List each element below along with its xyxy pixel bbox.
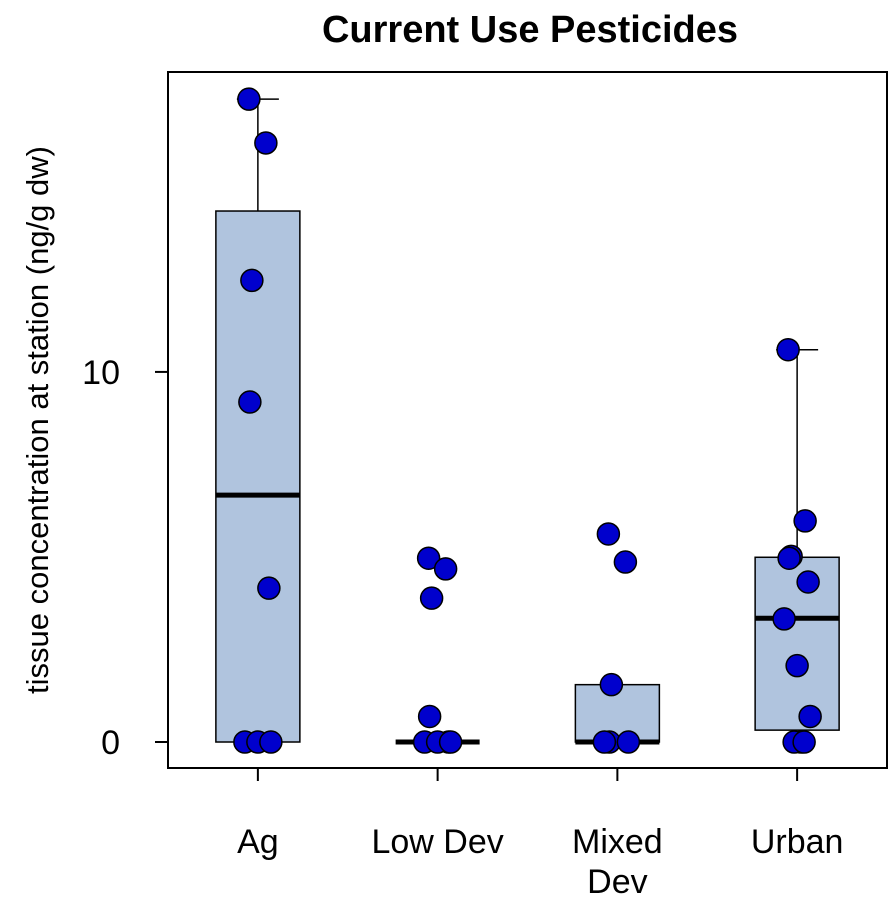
box <box>215 210 301 743</box>
point <box>238 390 262 414</box>
x-tick-label: Mixed Dev <box>572 823 663 901</box>
point <box>237 87 261 111</box>
point <box>433 557 458 581</box>
point <box>793 509 817 533</box>
y-tick-label: 0 <box>101 724 120 762</box>
point <box>796 570 820 594</box>
point <box>777 546 801 570</box>
point <box>792 730 816 754</box>
point <box>240 268 264 293</box>
y-axis-label: tissue concentration at station (ng/g dw… <box>20 146 55 694</box>
point <box>438 730 463 754</box>
point <box>776 337 800 362</box>
y-tick-label: 10 <box>82 354 120 392</box>
point <box>257 576 281 600</box>
plot-frame <box>167 71 888 769</box>
point <box>798 704 822 729</box>
point <box>772 607 796 631</box>
point <box>613 550 638 574</box>
x-tick-label: Urban <box>750 823 844 861</box>
point <box>419 586 444 610</box>
x-tick-label: Ag <box>237 823 279 861</box>
point <box>259 730 283 754</box>
point <box>417 704 442 729</box>
point <box>254 131 278 155</box>
chart-title: Current Use Pesticides <box>322 9 738 51</box>
point <box>592 730 617 754</box>
point <box>596 522 621 546</box>
point <box>599 672 624 697</box>
point <box>785 653 809 678</box>
point <box>416 546 441 570</box>
point <box>616 730 641 754</box>
x-tick-label: Low Dev <box>371 823 504 861</box>
